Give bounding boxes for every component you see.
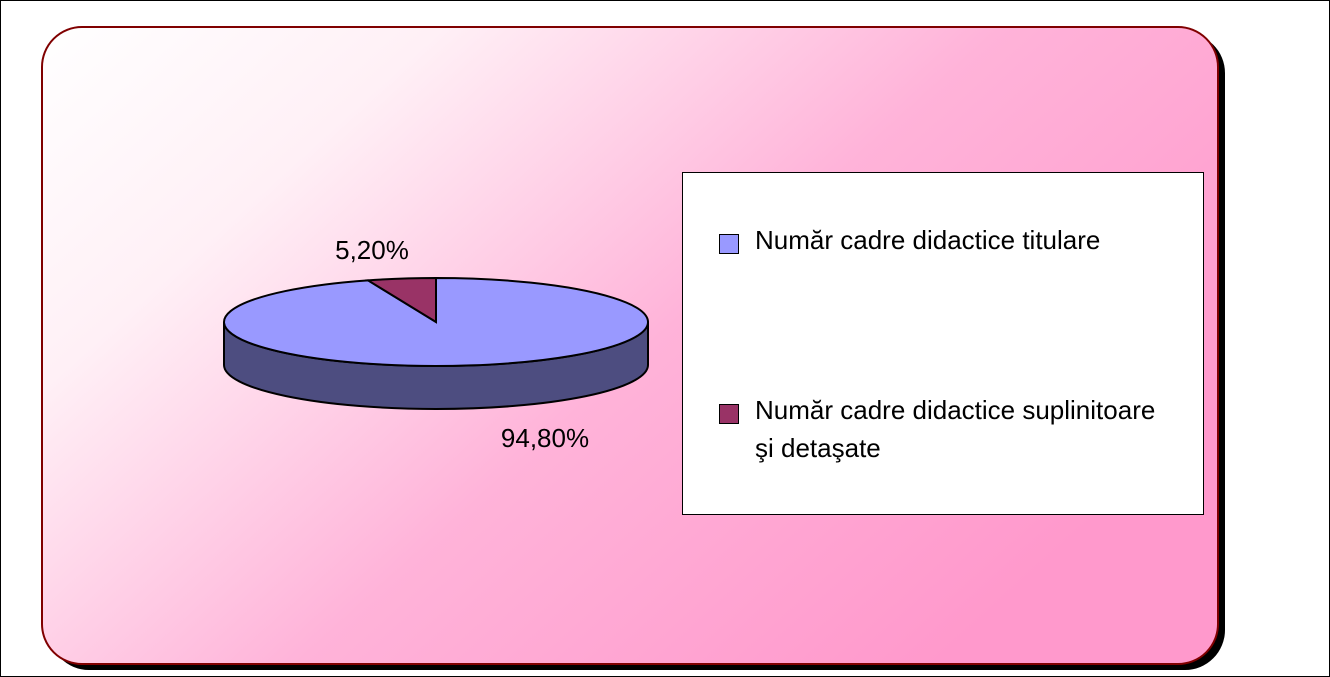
data-label: 5,20%: [335, 235, 409, 265]
data-label: 94,80%: [501, 423, 589, 453]
legend-entry: Număr cadre didactice titulare: [719, 221, 1175, 259]
legend-entry: Număr cadre didactice suplinitoare şi de…: [719, 391, 1175, 467]
pie: [223, 276, 649, 410]
legend-label: Număr cadre didactice suplinitoare şi de…: [755, 395, 1156, 463]
legend: Număr cadre didactice titulare Număr cad…: [682, 172, 1204, 515]
legend-swatch: [719, 234, 739, 254]
legend-label: Număr cadre didactice titulare: [755, 225, 1101, 255]
pie-slice: [364, 276, 437, 324]
legend-swatch: [719, 404, 739, 424]
